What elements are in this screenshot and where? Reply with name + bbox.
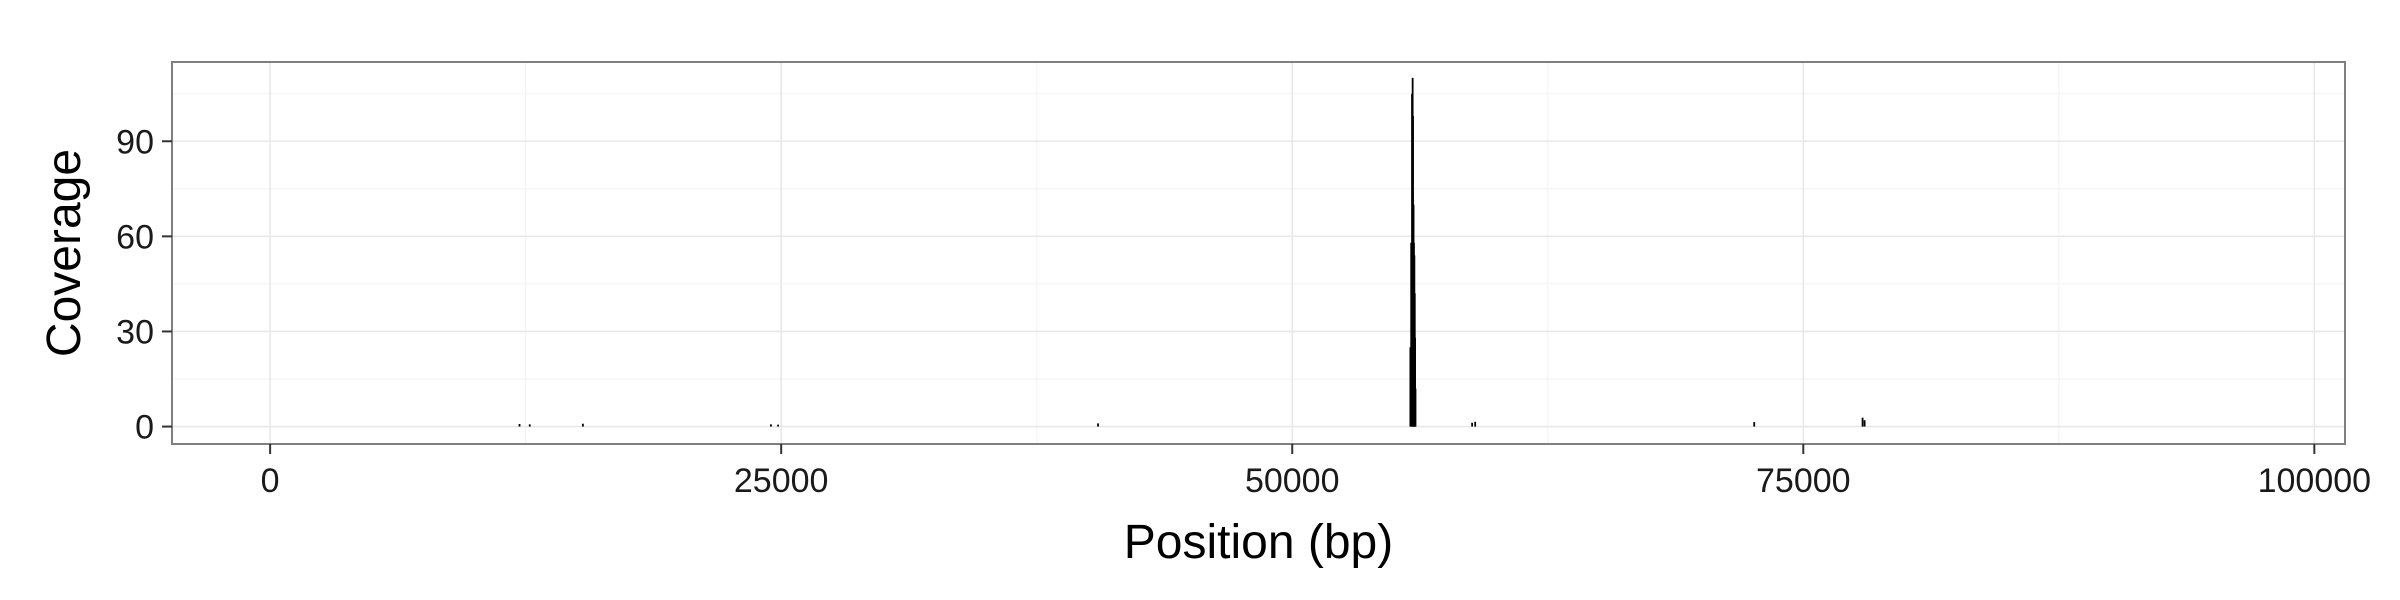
x-axis-title: Position (bp) (1124, 516, 1393, 569)
minor-grid (172, 62, 2345, 444)
major-grid (172, 62, 2345, 444)
x-tick-label: 100000 (2258, 462, 2371, 500)
plot-panel-border (171, 61, 2346, 445)
y-tick-label: 30 (116, 313, 154, 351)
x-tick-label: 25000 (734, 462, 829, 500)
y-tick-label: 0 (135, 409, 154, 447)
y-axis: 0 30 60 90 (116, 123, 172, 447)
x-tick-label: 75000 (1756, 462, 1851, 500)
x-axis: 0 25000 50000 75000 100000 (261, 444, 2371, 500)
x-tick-label: 0 (261, 462, 280, 500)
y-tick-label: 90 (116, 123, 154, 161)
coverage-series (518, 77, 1866, 427)
y-axis-title: Coverage (38, 149, 91, 357)
x-tick-label: 50000 (1245, 462, 1340, 500)
y-tick-label: 60 (116, 218, 154, 256)
